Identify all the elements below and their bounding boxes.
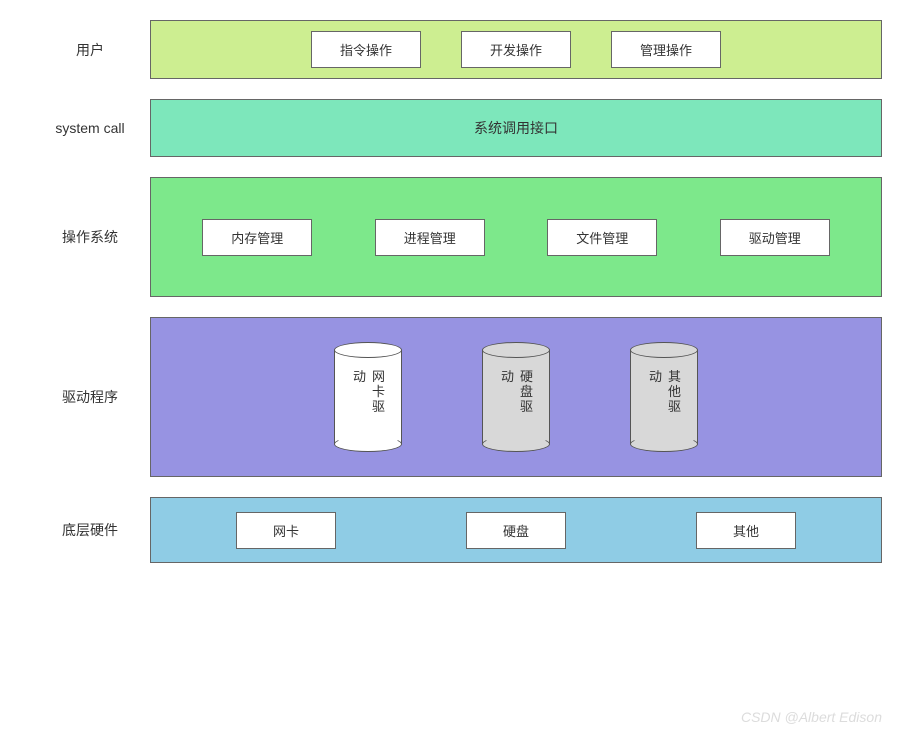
layer-box: 进程管理 xyxy=(375,219,485,256)
cylinder-icon: 硬盘驱动 xyxy=(482,342,550,452)
layer-label: 操作系统 xyxy=(30,227,150,247)
layer-box: 指令操作 xyxy=(311,31,421,68)
layer-box: 硬盘 xyxy=(466,512,566,549)
cylinder-icon: 其他驱动 xyxy=(630,342,698,452)
layer-box: 网卡 xyxy=(236,512,336,549)
watermark-text: CSDN @Albert Edison xyxy=(741,709,882,725)
layer-label: 驱动程序 xyxy=(30,387,150,407)
layer-center-text: 系统调用接口 xyxy=(181,118,851,138)
cylinder-label: 硬盘驱动 xyxy=(497,370,535,425)
os-architecture-diagram: 用户 指令操作 开发操作 管理操作 system call 系统调用接口操作系统 内存管理 进… xyxy=(30,20,882,563)
layer-row: system call 系统调用接口 xyxy=(30,99,882,157)
layer-label: 底层硬件 xyxy=(30,520,150,540)
layer-box: 管理操作 xyxy=(611,31,721,68)
layer-box: 开发操作 xyxy=(461,31,571,68)
layer-row: 底层硬件 网卡 硬盘 其他 xyxy=(30,497,882,563)
layer-box: 内存管理 xyxy=(202,219,312,256)
layer-box: 文件管理 xyxy=(547,219,657,256)
layer-container: 内存管理 进程管理 文件管理 驱动管理 xyxy=(150,177,882,297)
layer-container: 网卡驱动 硬盘驱动 其他驱动 xyxy=(150,317,882,477)
layer-label: system call xyxy=(30,120,150,136)
cylinder-label: 网卡驱动 xyxy=(349,370,387,425)
layer-row: 操作系统 内存管理 进程管理 文件管理 驱动管理 xyxy=(30,177,882,297)
layer-container: 系统调用接口 xyxy=(150,99,882,157)
layer-box: 其他 xyxy=(696,512,796,549)
layer-label: 用户 xyxy=(30,40,150,60)
layer-box: 驱动管理 xyxy=(720,219,830,256)
layer-row: 用户 指令操作 开发操作 管理操作 xyxy=(30,20,882,79)
layer-row: 驱动程序 网卡驱动 硬盘驱动 其他驱动 xyxy=(30,317,882,477)
cylinder-label: 其他驱动 xyxy=(645,370,683,425)
cylinder-icon: 网卡驱动 xyxy=(334,342,402,452)
layer-container: 网卡 硬盘 其他 xyxy=(150,497,882,563)
layer-container: 指令操作 开发操作 管理操作 xyxy=(150,20,882,79)
